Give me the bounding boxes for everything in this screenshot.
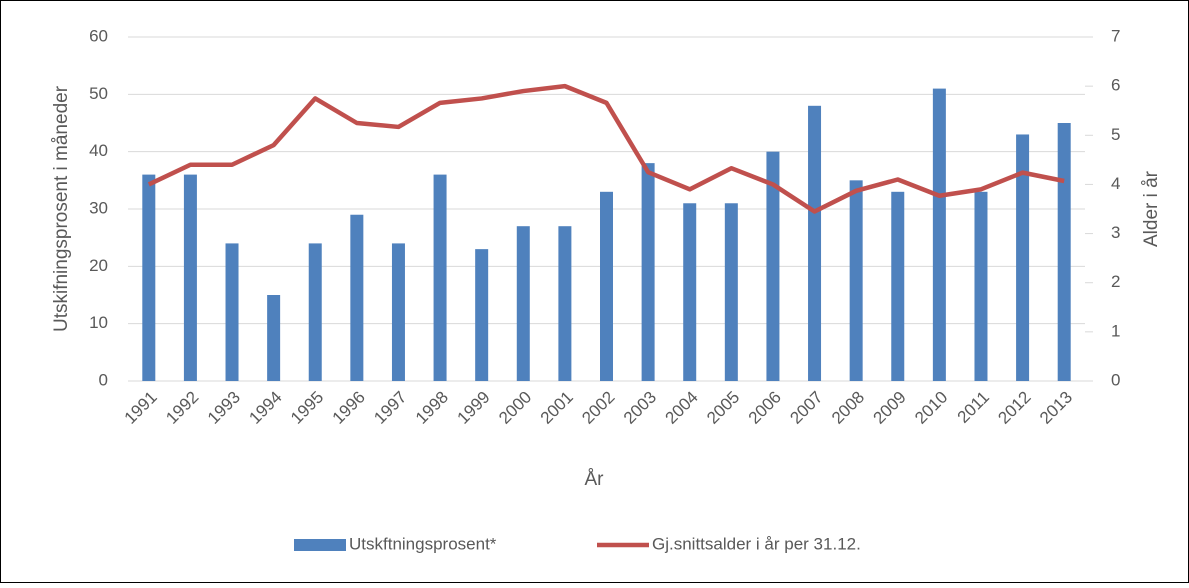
y2-tick-label: 6 xyxy=(1111,76,1120,95)
legend-label: Utskftningsprosent* xyxy=(349,534,497,553)
x-axis-title: År xyxy=(585,469,605,490)
bar xyxy=(516,226,530,381)
bar xyxy=(350,214,364,381)
y-tick-label: 30 xyxy=(89,198,108,217)
y-tick-label: 60 xyxy=(89,26,108,45)
bar xyxy=(475,249,489,381)
bar xyxy=(891,191,905,381)
y2-tick-label: 0 xyxy=(1111,370,1120,389)
y2-tick-label: 7 xyxy=(1111,26,1120,45)
bar xyxy=(641,163,655,381)
bar xyxy=(1016,134,1030,381)
bar xyxy=(600,191,613,381)
bar xyxy=(1057,123,1071,381)
y2-tick-label: 4 xyxy=(1111,174,1120,193)
legend-label: Gj.snittsalder i år per 31.12. xyxy=(652,534,861,553)
bar xyxy=(974,191,988,381)
y-tick-label: 40 xyxy=(89,141,108,160)
y2-tick-label: 2 xyxy=(1111,272,1120,291)
y2-axis-title: Alder i år xyxy=(1141,170,1162,247)
bar xyxy=(308,243,322,381)
y2-tick-label: 1 xyxy=(1111,321,1120,340)
bar xyxy=(183,174,197,381)
y2-tick-label: 3 xyxy=(1111,223,1120,242)
y-axis-title: Utskifningsprosent i måneder xyxy=(51,85,72,332)
y2-tick-label: 5 xyxy=(1111,125,1120,144)
line xyxy=(147,83,1065,214)
bar xyxy=(849,180,863,381)
bar xyxy=(808,105,822,382)
bar xyxy=(391,243,405,381)
bar xyxy=(558,226,572,381)
y-tick-label: 50 xyxy=(89,84,108,103)
bar xyxy=(433,174,447,381)
y-tick-label: 0 xyxy=(99,370,108,389)
bar xyxy=(766,151,780,381)
bar xyxy=(267,295,281,381)
legend-swatch xyxy=(294,539,346,551)
bar xyxy=(683,203,697,381)
bar xyxy=(225,243,239,381)
bar xyxy=(724,203,738,381)
bar xyxy=(142,174,156,381)
y-tick-label: 20 xyxy=(89,256,108,275)
y-tick-label: 10 xyxy=(89,313,108,332)
bar xyxy=(932,88,946,381)
